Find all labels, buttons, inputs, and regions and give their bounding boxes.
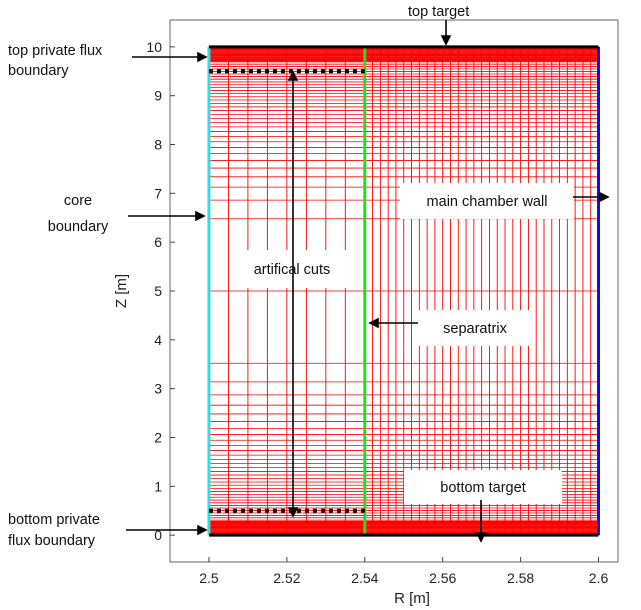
y-tick-label: 4 [154,332,162,348]
bottom-pfb-arrowhead [197,524,208,536]
x-tick-label: 2.52 [273,570,300,586]
y-tick-label: 10 [146,39,162,55]
wall-label-box [400,183,574,219]
x-tick-label: 2.5 [199,570,219,586]
artificial-cuts-label: artifical cuts [254,262,331,278]
top-pfb-arrowhead [197,51,208,63]
y-tick-label: 1 [154,478,162,494]
top-target-arrowhead [440,35,452,46]
bottom-target-label: bottom target [440,480,525,496]
bottom-pfb-label-line2: flux boundary [8,533,96,549]
core-label-line2: boundary [48,219,109,235]
x-tick-label: 2.54 [351,570,378,586]
x-tick-label: 2.58 [507,570,534,586]
y-axis-label: Z [m] [113,274,130,308]
top-pfb-label-line2: boundary [8,63,69,79]
y-tick-label: 8 [154,137,162,153]
cuts-label-box [230,250,354,288]
top-pfb-label-line1: top private flux [8,43,103,59]
axis-ticks: 2.5 2.52 2.54 2.56 2.58 2.6 0 1 2 3 4 5 6 7 8 9 10 [146,39,608,586]
x-tick-label: 2.56 [429,570,456,586]
cuts-arrowhead-down [287,507,299,518]
core-arrowhead [195,210,206,222]
cuts-arrowhead-up [287,70,299,81]
bottom-target-arrowhead [475,532,487,543]
x-axis-label: R [m] [394,590,430,607]
y-tick-label: 6 [154,234,162,250]
y-tick-label: 0 [154,527,162,543]
main-chamber-wall-label: main chamber wall [427,194,548,210]
wall-arrowhead [599,191,610,203]
top-target-label: top target [408,4,469,20]
y-tick-label: 7 [154,185,162,201]
y-tick-label: 9 [154,88,162,104]
bottom-target-label-box [404,470,562,504]
separatrix-label: separatrix [443,321,507,337]
bottom-pfb-label-line1: bottom private [8,512,100,528]
separatrix-label-box [416,310,534,346]
y-tick-label: 2 [154,429,162,445]
y-tick-label: 3 [154,381,162,397]
y-tick-label: 5 [154,283,162,299]
separatrix-arrowhead [368,317,379,329]
core-label-line1: core [64,193,92,209]
x-tick-label: 2.6 [589,570,609,586]
